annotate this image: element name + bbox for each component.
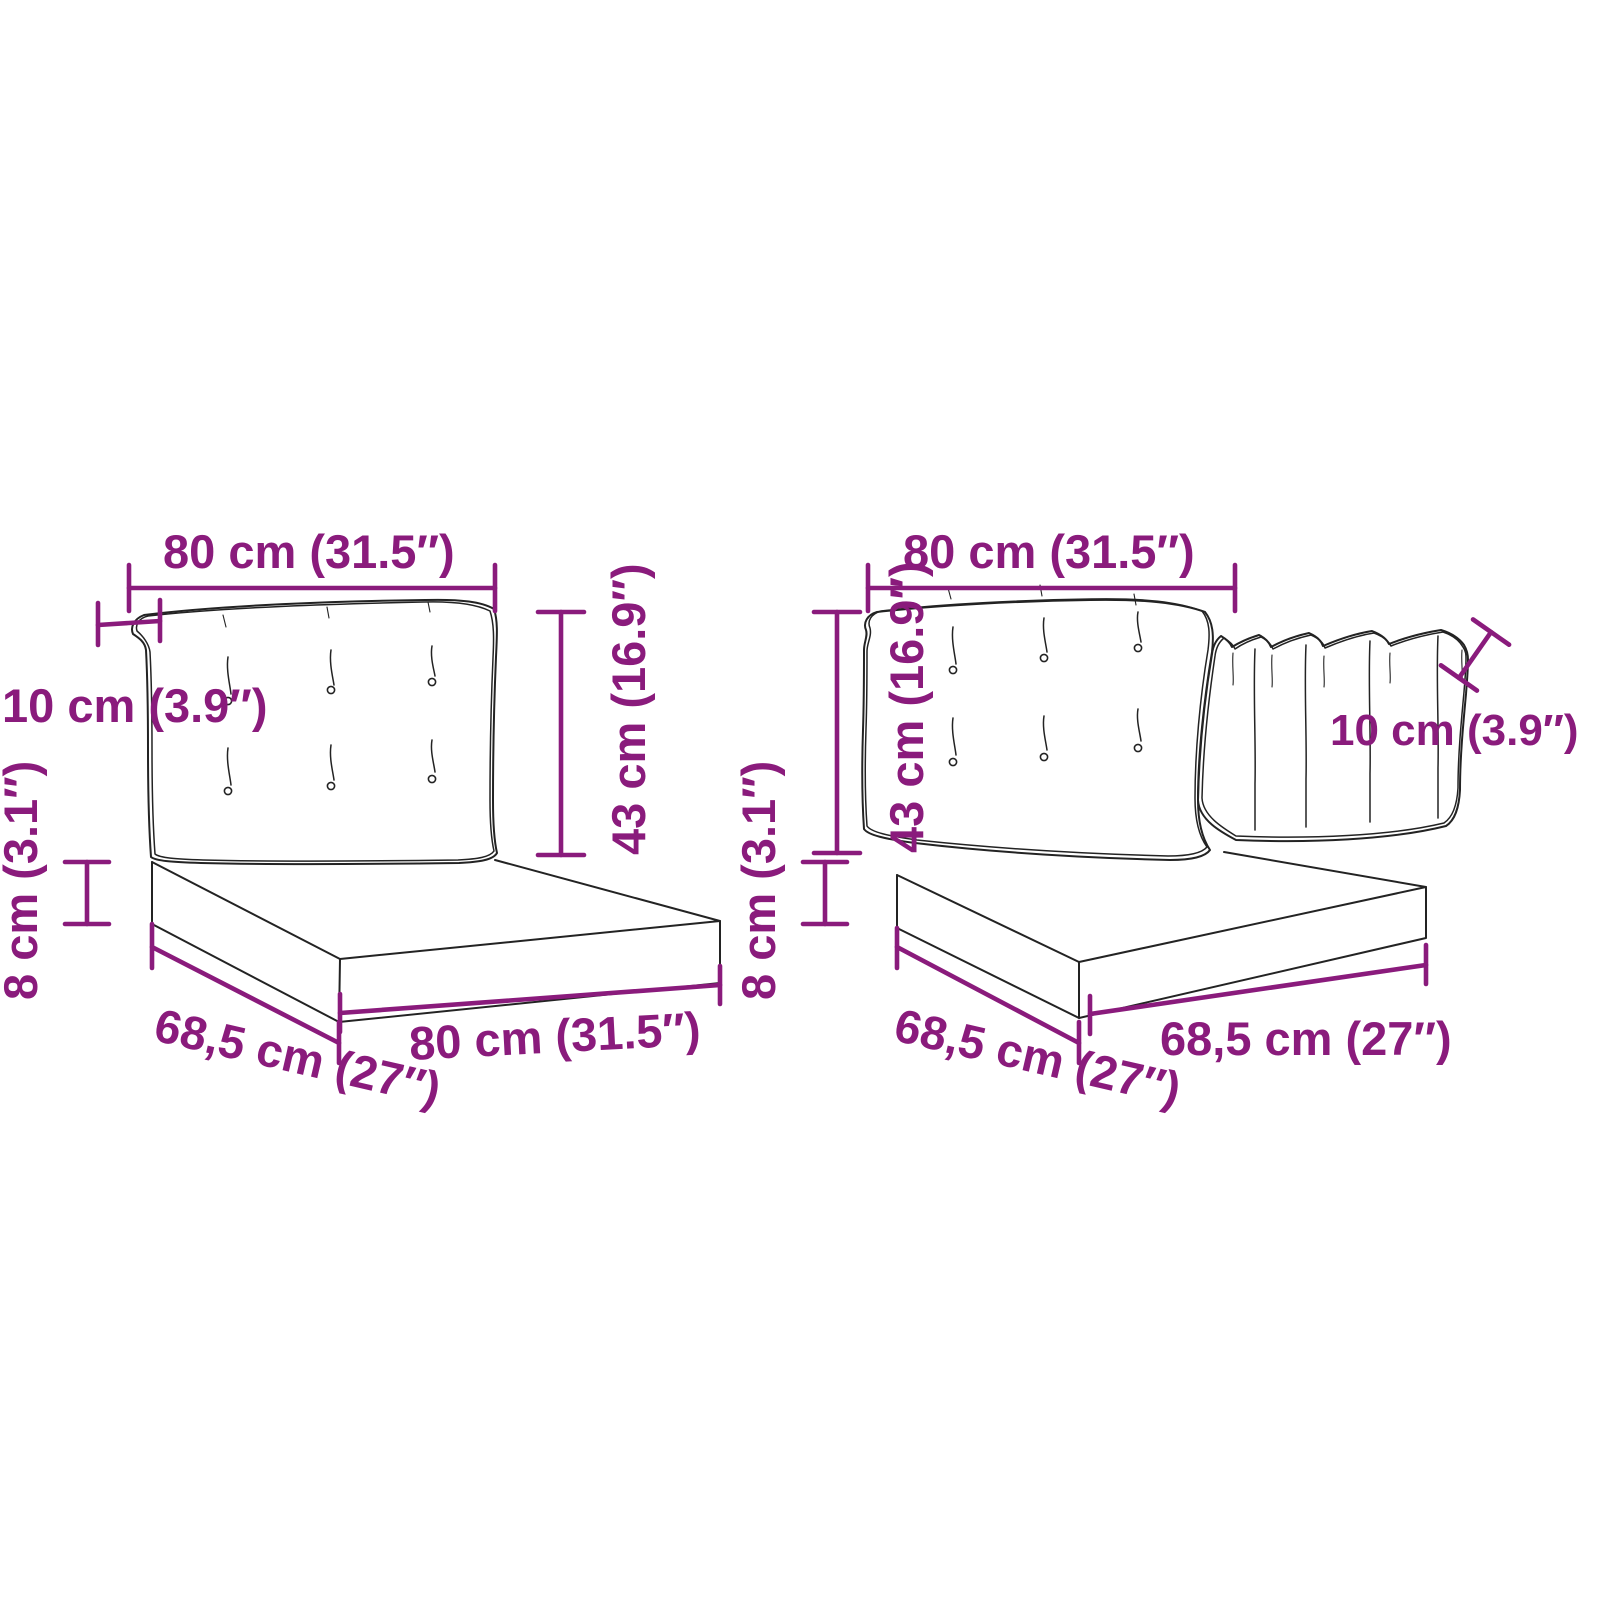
svg-text:43 cm (16.9″): 43 cm (16.9″) bbox=[880, 561, 933, 853]
svg-text:8 cm (3.1″): 8 cm (3.1″) bbox=[732, 761, 785, 1000]
svg-text:43 cm (16.9″): 43 cm (16.9″) bbox=[602, 563, 655, 855]
svg-text:80 cm (31.5″): 80 cm (31.5″) bbox=[903, 525, 1195, 578]
svg-text:10 cm (3.9″): 10 cm (3.9″) bbox=[2, 679, 267, 732]
svg-text:10 cm (3.9″): 10 cm (3.9″) bbox=[1330, 706, 1579, 755]
svg-text:8 cm (3.1″): 8 cm (3.1″) bbox=[0, 761, 47, 1000]
svg-text:80 cm (31.5″): 80 cm (31.5″) bbox=[163, 525, 455, 578]
svg-text:68,5 cm (27″): 68,5 cm (27″) bbox=[1160, 1012, 1452, 1065]
